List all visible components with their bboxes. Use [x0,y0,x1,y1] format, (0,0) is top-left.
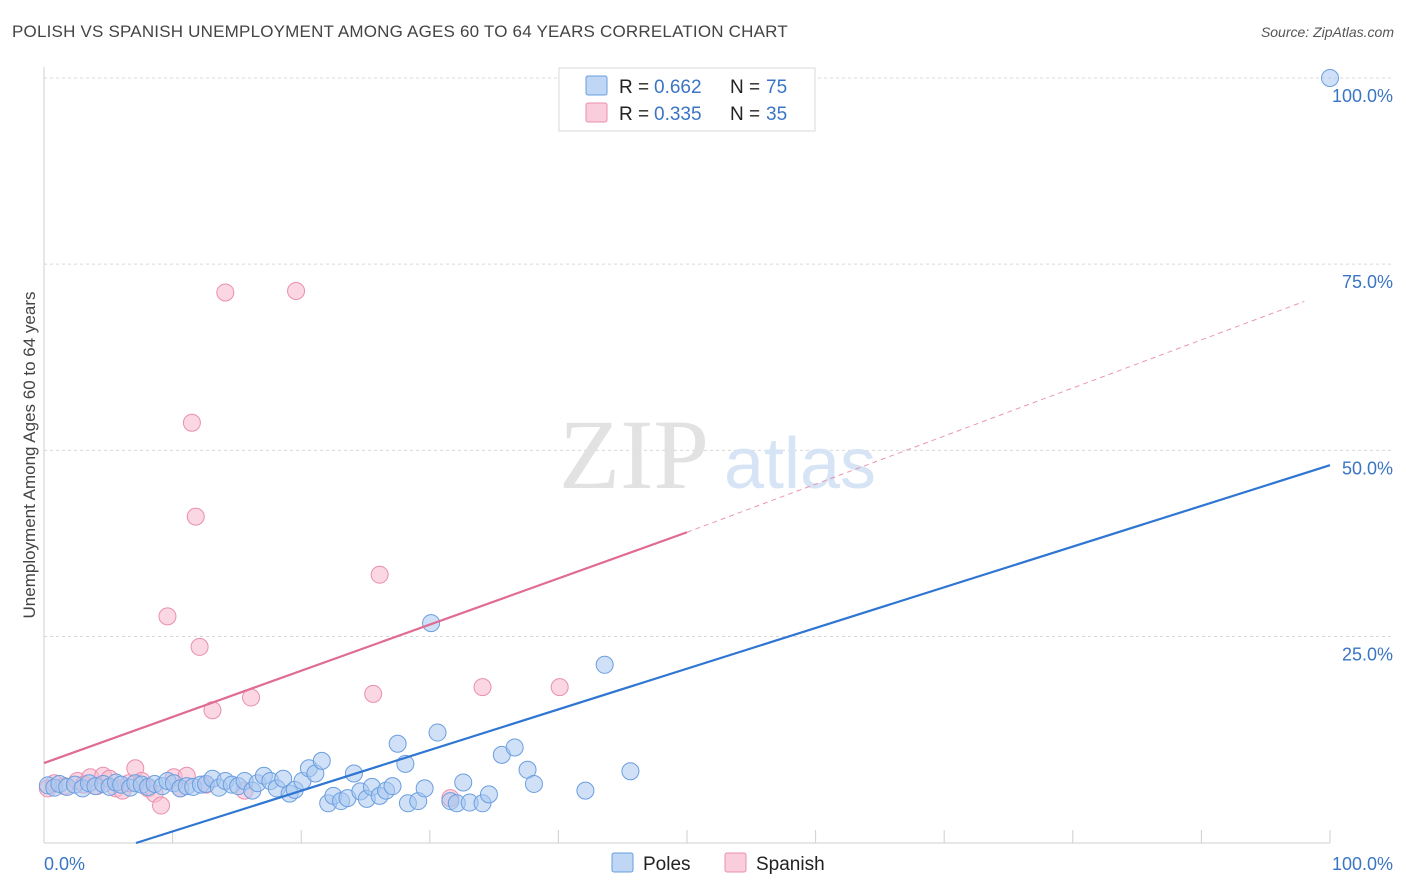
x-axis-ticks [43,830,1331,843]
poles-trend-line [135,464,1331,845]
spanish-point [473,678,492,697]
bottom-legend-spanish-label: Spanish [756,854,825,875]
y-tick-label-50: 50.0% [1342,458,1393,478]
y-tick-label-25: 25.0% [1342,644,1393,664]
spanish-points [38,281,569,815]
legend-spanish-r-label: R = [619,104,649,125]
legend-poles-r-label: R = [619,77,649,98]
spanish-point [158,607,177,626]
spanish-point [216,283,235,302]
poles-point [576,781,595,800]
poles-point [274,769,293,788]
poles-point [383,777,402,796]
spanish-point [190,637,209,656]
bottom-legend-poles-swatch [611,852,634,873]
poles-point [1321,69,1339,87]
legend-spanish-r-value: 0.335 [654,104,702,125]
poles-point [454,773,473,792]
legend-spanish-n-label: N = [730,104,760,125]
trend-lines [43,300,1331,845]
poles-point [428,723,447,742]
legend-poles-n-label: N = [730,77,760,98]
grid-lines [44,77,1393,637]
watermark-atlas: atlas [724,424,876,504]
x-tick-label-0: 0.0% [44,854,85,874]
spanish-point [287,281,306,300]
poles-point [479,785,498,804]
poles-points [38,69,1339,813]
x-tick-label-100: 100.0% [1332,854,1393,874]
legend-poles-n-value: 75 [766,77,787,98]
poles-point [595,655,614,674]
source-label: Source: ZipAtlas.com [1260,24,1394,40]
y-tick-label-100: 100.0% [1332,86,1393,106]
correlation-legend: R = 0.662 N = 75 R = 0.335 N = 35 [558,67,816,132]
chart-title: POLISH VS SPANISH UNEMPLOYMENT AMONG AGE… [12,22,788,41]
bottom-legend-poles-label: Poles [643,854,691,875]
spanish-point [152,796,171,815]
poles-point [505,738,524,757]
legend-spanish-n-value: 35 [766,104,787,125]
poles-point [312,751,331,770]
spanish-point [186,507,205,526]
legend-spanish-swatch [585,102,608,123]
spanish-point [550,678,569,697]
spanish-point [370,565,389,584]
spanish-trend-line [43,531,688,765]
poles-point [388,734,407,753]
legend-poles-r-value: 0.662 [654,77,702,98]
spanish-point [364,684,383,703]
legend-poles-swatch [585,75,608,96]
series-legend: Poles Spanish [611,852,825,875]
poles-point [524,774,543,793]
spanish-point [182,413,201,432]
bottom-legend-spanish-swatch [724,852,747,873]
y-tick-label-75: 75.0% [1342,272,1393,292]
poles-point [621,762,640,781]
y-tick-labels: 25.0% 50.0% 75.0% 100.0% [1332,86,1393,664]
poles-point [415,779,434,798]
spanish-trend-line-extension [686,300,1305,533]
y-axis-label: Unemployment Among Ages 60 to 64 years [20,292,39,619]
watermark-zip: ZIP [559,399,709,510]
